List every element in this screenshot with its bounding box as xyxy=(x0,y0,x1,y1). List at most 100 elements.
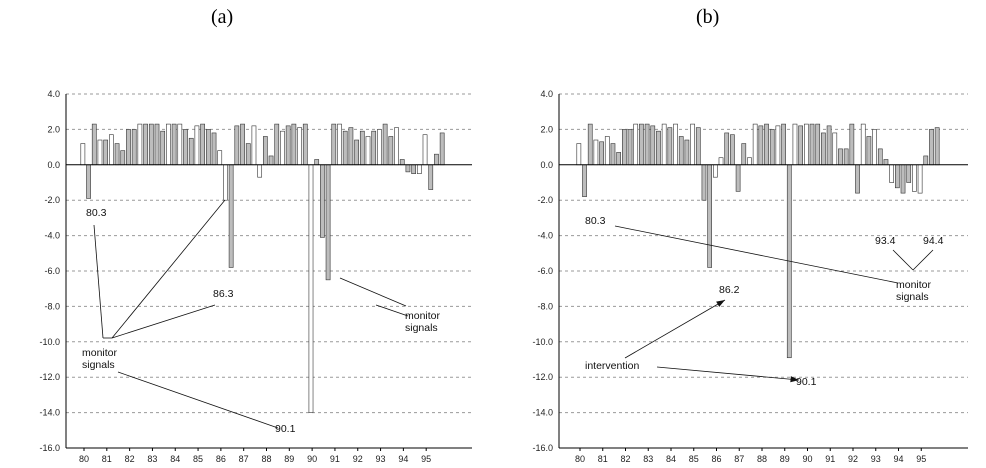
bar xyxy=(877,148,883,166)
bar xyxy=(302,123,308,166)
bar xyxy=(661,123,667,166)
x-tick-label: 87 xyxy=(734,454,744,464)
x-tick-label: 89 xyxy=(284,454,294,464)
bar xyxy=(803,123,809,166)
bar xyxy=(422,134,428,166)
y-tick-label: -6.0 xyxy=(537,266,553,276)
y-tick-label: -4.0 xyxy=(537,231,553,241)
x-tick-label: 83 xyxy=(643,454,653,464)
panel-label-a: (a) xyxy=(211,6,234,28)
bar xyxy=(832,132,838,166)
y-tick-label: 0.0 xyxy=(47,160,60,170)
bar xyxy=(616,152,622,166)
annotation-leader xyxy=(375,304,409,317)
y-tick-label: -2.0 xyxy=(537,195,553,205)
bar xyxy=(792,123,798,166)
bar xyxy=(166,123,171,166)
annotation-leader xyxy=(111,304,216,339)
bar xyxy=(894,164,900,189)
bar xyxy=(633,123,639,166)
bar xyxy=(280,130,285,166)
bar xyxy=(849,123,855,166)
bar xyxy=(171,123,177,166)
annotation-label: monitor signals xyxy=(405,310,441,334)
bar xyxy=(923,155,929,166)
annotation-label: 90.1 xyxy=(275,423,296,435)
x-tick-label: 82 xyxy=(125,454,135,464)
x-tick-label: 80 xyxy=(575,454,585,464)
annotation-arrow-line xyxy=(656,366,800,381)
bar xyxy=(667,127,673,166)
x-tick-label: 84 xyxy=(666,454,676,464)
y-tick-label: -12.0 xyxy=(39,372,60,382)
bar xyxy=(644,123,650,166)
annotation-leader xyxy=(117,371,279,429)
bar xyxy=(291,123,297,166)
x-tick-label: 94 xyxy=(398,454,408,464)
bar xyxy=(838,148,843,166)
panel-label-b: (b) xyxy=(696,6,720,28)
bar xyxy=(188,137,194,166)
annotation-leader xyxy=(339,277,407,307)
y-tick-label: 0.0 xyxy=(540,160,553,170)
bar xyxy=(371,130,377,166)
bar xyxy=(434,153,439,166)
bar xyxy=(211,132,217,166)
x-tick-label: 94 xyxy=(893,454,903,464)
bar xyxy=(730,134,735,166)
bar xyxy=(900,164,906,194)
x-tick-label: 83 xyxy=(147,454,157,464)
bar xyxy=(775,125,781,166)
bar xyxy=(764,123,769,166)
bar xyxy=(917,164,923,194)
bar xyxy=(223,164,228,201)
x-tick-label: 86 xyxy=(711,454,721,464)
annotation-arrowhead xyxy=(716,300,725,307)
bar xyxy=(348,127,354,166)
bar xyxy=(177,123,183,166)
bar xyxy=(285,125,291,166)
bar xyxy=(826,125,832,166)
chart-b: 4.0 2.0 0.0 -2.0 -4.0 -6.0 -8.0 -10.0 -12.0 -14.0… xyxy=(532,89,968,464)
bar xyxy=(251,125,257,166)
y-tick-label: -2.0 xyxy=(44,195,60,205)
bar xyxy=(622,129,627,166)
bar xyxy=(872,129,877,166)
bar xyxy=(183,129,188,166)
x-tick-label: 88 xyxy=(757,454,767,464)
bar xyxy=(599,141,604,166)
bar xyxy=(860,123,866,166)
bar xyxy=(610,143,616,166)
annotation-label: monitor signals xyxy=(896,279,932,303)
x-tick-label: 92 xyxy=(848,454,858,464)
y-tick-label: -4.0 xyxy=(44,231,60,241)
bar xyxy=(131,129,137,166)
chart-a: 4.0 2.0 0.0 -2.0 -4.0 -6.0 -8.0 -10.0 -12.0 -14.0… xyxy=(39,89,472,464)
x-tick-label: 84 xyxy=(170,454,180,464)
annotation-label: 86.2 xyxy=(719,284,740,296)
annotation-label: 90.1 xyxy=(796,376,817,388)
annotation-leader xyxy=(111,199,226,339)
y-tick-label: -14.0 xyxy=(532,408,553,418)
annotation-leader xyxy=(93,224,104,339)
annotation-label: intervention xyxy=(585,360,639,372)
bar xyxy=(205,129,211,166)
y-tick-label: -6.0 xyxy=(44,266,60,276)
bar xyxy=(724,132,730,166)
x-tick-label: 88 xyxy=(261,454,271,464)
bar xyxy=(929,129,934,166)
x-tick-label: 82 xyxy=(620,454,630,464)
y-tick-label: -16.0 xyxy=(532,443,553,453)
annotation-leader xyxy=(614,225,899,284)
bar xyxy=(109,134,114,166)
x-tick-label: 95 xyxy=(916,454,926,464)
bar xyxy=(382,123,388,166)
annotation-arrowhead xyxy=(790,376,799,383)
bar xyxy=(217,150,223,166)
bar xyxy=(741,143,747,166)
bar xyxy=(639,123,644,166)
bar xyxy=(228,164,234,268)
bar xyxy=(257,164,263,178)
x-tick-label: 85 xyxy=(193,454,203,464)
bar xyxy=(394,127,399,166)
